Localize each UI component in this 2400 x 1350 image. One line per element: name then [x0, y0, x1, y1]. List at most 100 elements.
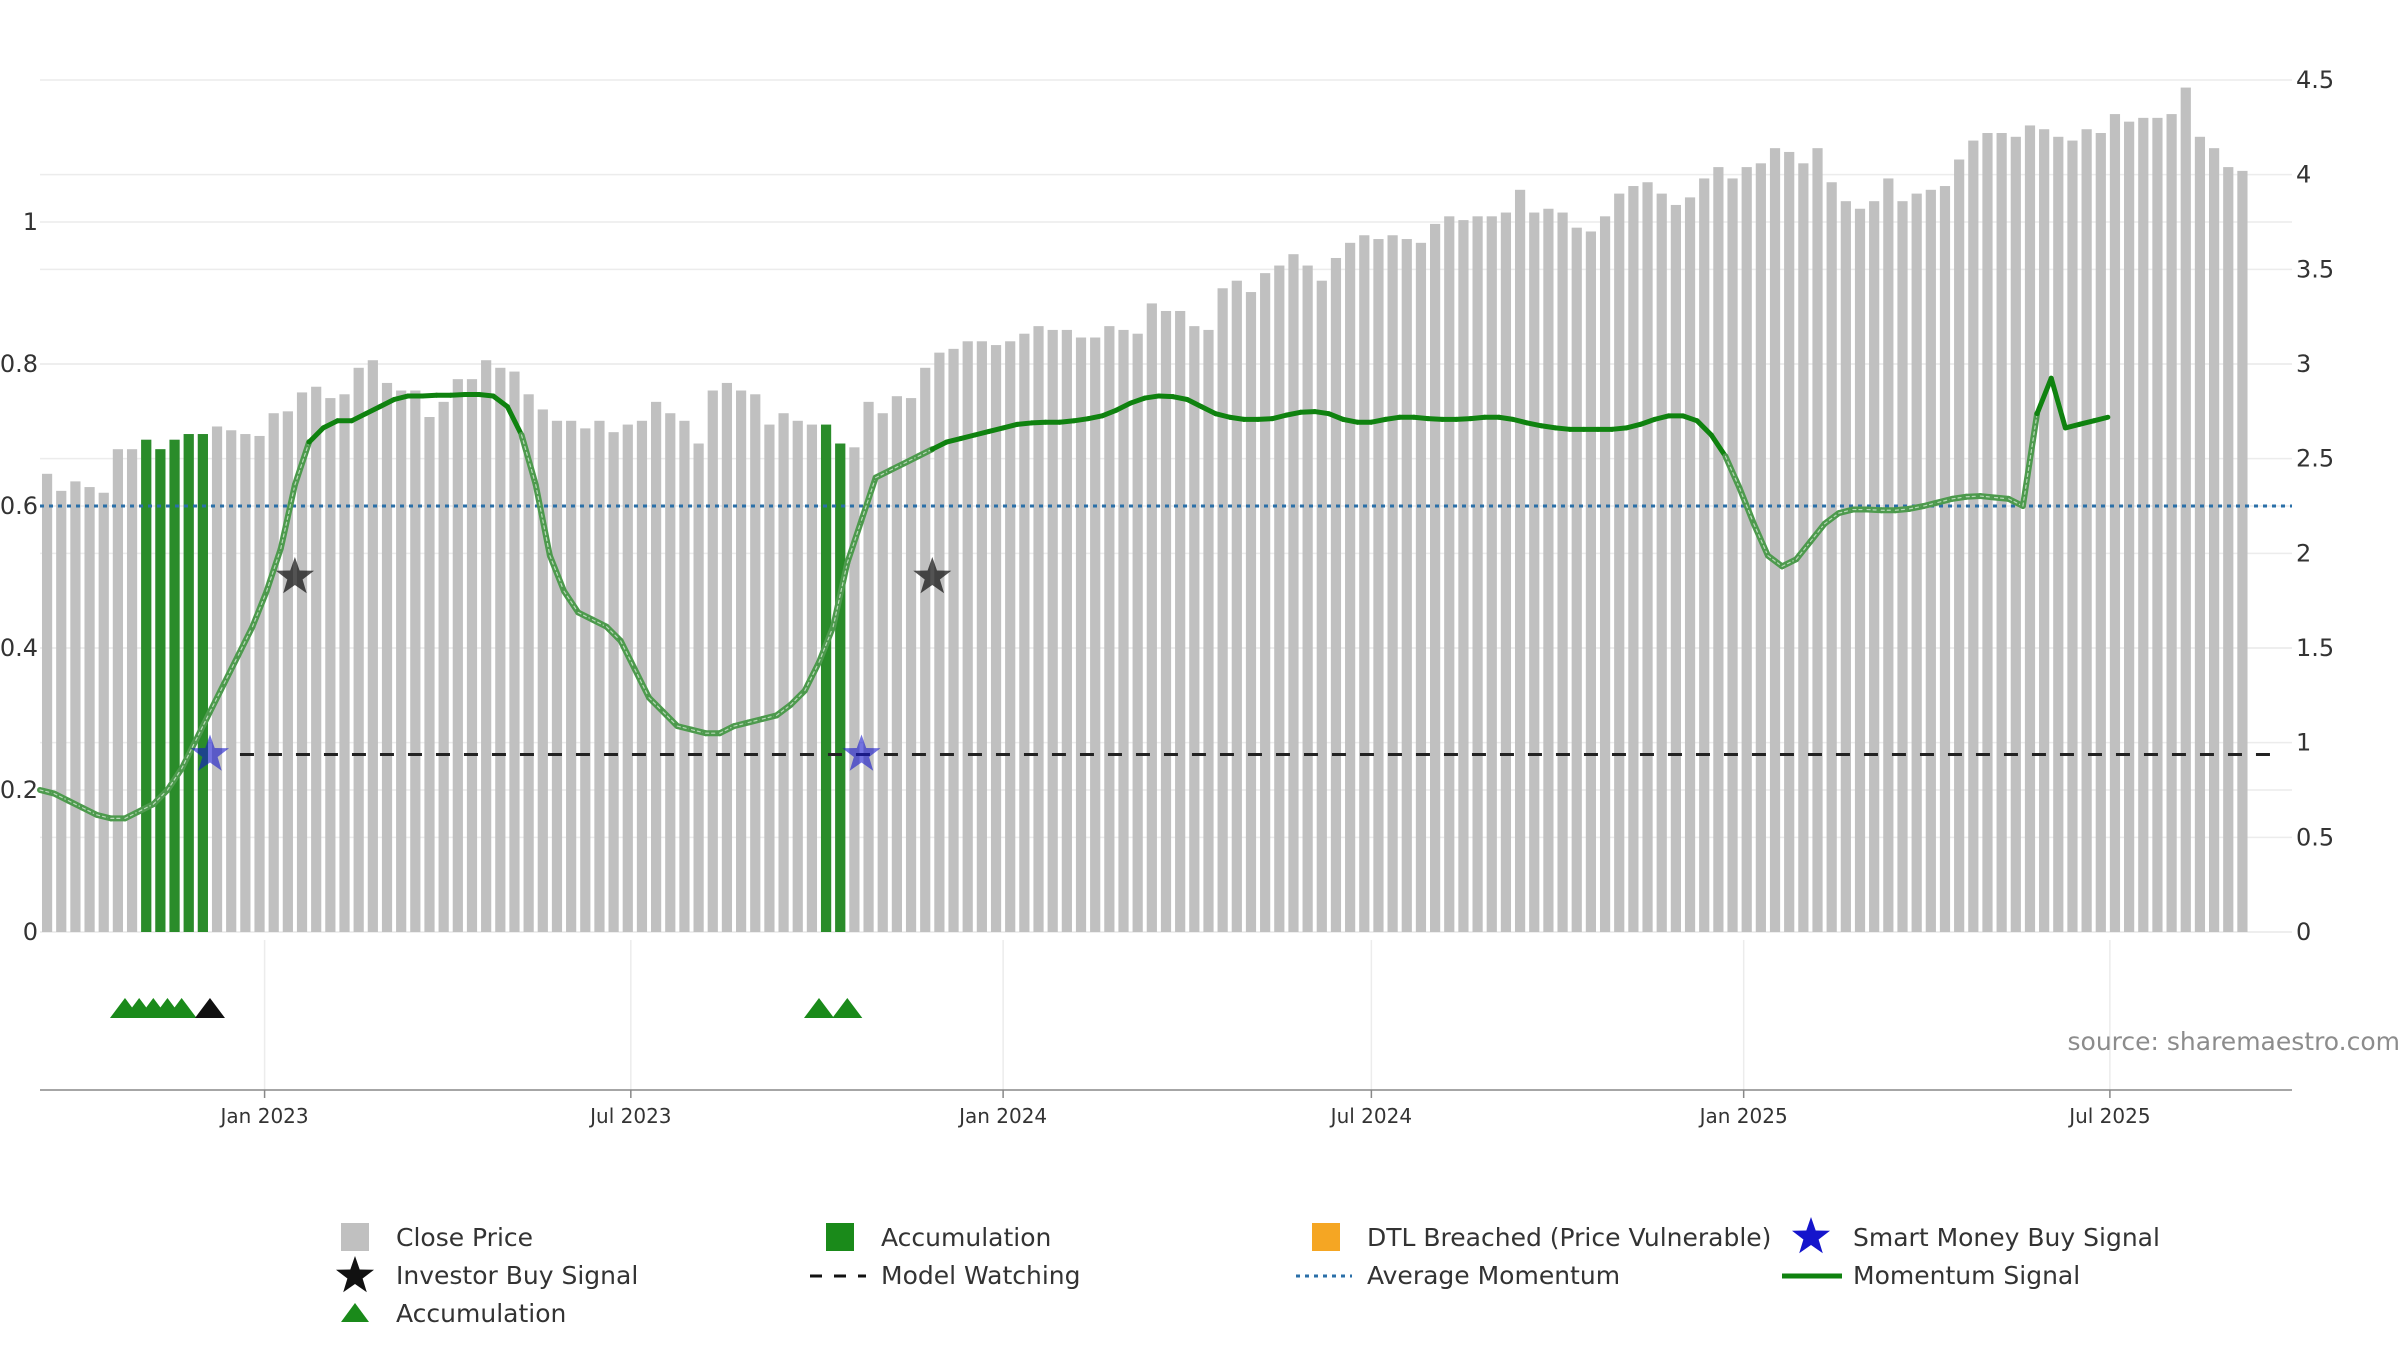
momentum-segment-inner — [195, 711, 211, 741]
smart-money-buy-signal — [842, 734, 881, 771]
momentum-segment — [929, 439, 949, 452]
momentum-segment-inner — [535, 484, 551, 557]
close-price-bar — [2109, 114, 2121, 932]
accumulation-triangle-icon — [341, 1303, 369, 1322]
x-tick-label: Jul 2024 — [1329, 1104, 1412, 1128]
momentum-segment — [1637, 416, 1658, 427]
left-axis: 0 0.2 0.4 0.6 0.8 1 — [0, 208, 38, 946]
close-price-bar — [1160, 310, 1172, 932]
close-price-bar — [282, 411, 293, 932]
close-price-bar — [1968, 140, 1979, 932]
momentum-segment — [490, 393, 510, 410]
close-price-bar — [2095, 133, 2106, 933]
x-axis: Jan 2023 Jul 2023 Jan 2024 Jul 2024 Jan 2025… — [219, 1090, 2151, 1128]
close-price-bar — [1203, 329, 1214, 932]
close-price-bar — [1132, 333, 1143, 932]
close-price-bar — [1104, 326, 1115, 933]
close-price-bar — [594, 420, 605, 932]
close-price-bar — [1529, 212, 1540, 933]
close-price-bar — [665, 413, 676, 932]
close-price-bar — [1401, 239, 1412, 933]
momentum-segment-inner — [549, 555, 565, 592]
momentum-segment — [1099, 407, 1119, 419]
smart-money-buy-signal — [190, 734, 229, 771]
accumulation-bar — [169, 439, 180, 932]
legend-item-momentum-signal: Momentum Signal — [1782, 1261, 2080, 1290]
momentum-segment-inner — [832, 562, 848, 628]
momentum-segment — [1708, 432, 1728, 459]
x-tick-label: Jan 2023 — [219, 1104, 309, 1128]
close-price-bar — [2166, 114, 2177, 932]
close-price-bar — [636, 420, 648, 932]
close-price-bar — [920, 367, 931, 933]
close-price-bar — [750, 394, 761, 932]
momentum-segment-inner — [634, 668, 650, 699]
momentum-segment — [1680, 413, 1700, 424]
accumulation-marker — [194, 998, 225, 1018]
momentum-segment — [320, 418, 340, 431]
close-price-bar — [1571, 227, 1582, 932]
close-price-bar — [905, 398, 917, 933]
legend-label-model-watching: Model Watching — [881, 1261, 1081, 1290]
legend-item-smart-money: Smart Money Buy Signal — [1792, 1217, 2160, 1254]
legend-item-model-watching: Model Watching — [810, 1261, 1081, 1290]
close-price-bar — [990, 345, 1002, 933]
momentum-segment-inner — [223, 654, 239, 685]
close-price-bar — [1699, 178, 1710, 932]
close-price-bar — [84, 487, 95, 932]
legend-item-accumulation-bar: Accumulation — [826, 1223, 1051, 1252]
close-price-bar — [424, 417, 435, 933]
right-tick-label: 4 — [2296, 161, 2311, 189]
momentum-segment — [1326, 411, 1346, 422]
right-tick-label: 3 — [2296, 350, 2311, 378]
close-price-bar — [2067, 140, 2078, 932]
close-price-bar — [1755, 163, 1766, 933]
legend-item-close-price: Close Price — [341, 1223, 533, 1252]
close-price-bar — [651, 401, 662, 932]
legend-item-accumulation-marker: Accumulation — [341, 1299, 566, 1328]
close-price-bar — [1316, 280, 1327, 932]
momentum-segment-inner — [662, 711, 678, 727]
close-price-bar — [509, 371, 520, 932]
close-price-bar — [367, 360, 378, 932]
close-price-bar — [566, 420, 577, 932]
legend-label-momentum-signal: Momentum Signal — [1853, 1261, 2080, 1290]
close-price-bar — [877, 413, 888, 932]
close-price-bar — [1373, 239, 1384, 933]
close-price-bar — [1415, 242, 1427, 932]
momentum-segment — [1113, 400, 1134, 413]
close-price-bar — [1118, 329, 1129, 932]
close-price-bar — [735, 390, 747, 932]
close-price-bar — [1033, 326, 1044, 933]
right-tick-label: 0.5 — [2296, 823, 2334, 851]
close-price-bar — [1430, 223, 1441, 933]
accumulation-marker — [166, 998, 197, 1018]
close-price-bar — [2024, 125, 2036, 932]
close-price-bar — [1769, 148, 1781, 932]
close-price-bar — [1189, 326, 1200, 933]
close-price-bar — [1500, 212, 1512, 933]
close-price-bar — [1387, 235, 1398, 933]
momentum-segment — [363, 404, 383, 417]
close-price-bar — [1784, 151, 1795, 933]
close-price-bar — [70, 481, 81, 932]
close-price-bar — [254, 435, 265, 932]
close-price-bar — [211, 426, 223, 932]
left-tick-label: 0.6 — [0, 492, 38, 520]
close-price-bar — [580, 428, 591, 932]
momentum-segment-inner — [1724, 455, 1741, 489]
momentum-segment — [306, 425, 326, 445]
accumulation-marker — [803, 998, 834, 1018]
legend-label-investor-buy: Investor Buy Signal — [396, 1261, 638, 1290]
close-price-bar — [948, 348, 959, 932]
close-price-bar — [1614, 193, 1625, 933]
momentum-segment-inner — [563, 590, 579, 614]
close-price-bar — [2124, 121, 2135, 933]
close-price-bar — [608, 432, 619, 932]
legend-item-dtl-breached: DTL Breached (Price Vulnerable) — [1312, 1223, 1771, 1252]
momentum-segment-inner — [620, 640, 636, 670]
close-price-bar — [1939, 186, 1951, 932]
legend: Close Price Investor Buy Signal Accumula… — [336, 1217, 2160, 1328]
close-price-bar — [1260, 273, 1271, 932]
